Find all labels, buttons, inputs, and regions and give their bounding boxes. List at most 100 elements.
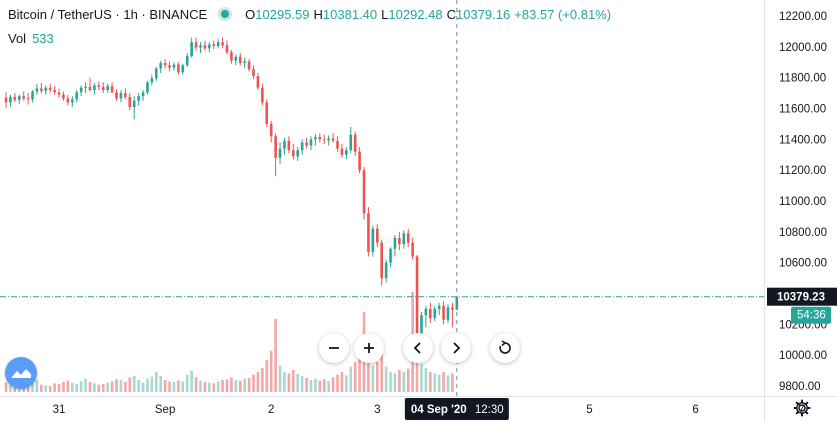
candle-body bbox=[261, 87, 264, 103]
volume-bar bbox=[115, 379, 118, 392]
volume-bar bbox=[124, 382, 127, 392]
candle-body bbox=[115, 92, 118, 99]
candle-body bbox=[124, 93, 127, 97]
volume-bar bbox=[433, 373, 437, 392]
candle-body bbox=[17, 96, 21, 101]
volume-bar bbox=[367, 335, 370, 392]
candle-body bbox=[71, 99, 74, 103]
candle-body bbox=[429, 308, 432, 319]
reset-chart-button[interactable] bbox=[490, 333, 520, 363]
volume-bar bbox=[296, 374, 300, 392]
candle-body bbox=[146, 82, 149, 93]
candle-body bbox=[331, 138, 335, 141]
volume-bar bbox=[358, 357, 361, 392]
volume-bar bbox=[132, 376, 136, 392]
volume-bar bbox=[181, 381, 185, 392]
tradingview-logo-icon bbox=[11, 369, 31, 378]
volume-bar bbox=[185, 374, 189, 392]
volume-bar bbox=[353, 362, 357, 392]
candle-body bbox=[411, 242, 414, 257]
current-price-label-bg bbox=[767, 287, 837, 306]
scroll-right-button[interactable] bbox=[441, 333, 471, 363]
volume-bar bbox=[287, 373, 291, 392]
settings-button[interactable] bbox=[792, 398, 812, 418]
zoom-in-button[interactable] bbox=[354, 333, 384, 363]
candle-body bbox=[340, 148, 344, 155]
volume-bar bbox=[238, 380, 242, 392]
volume-bar bbox=[190, 370, 193, 392]
volume-bar bbox=[420, 364, 423, 392]
candle-body bbox=[190, 42, 193, 57]
candle-body bbox=[31, 91, 34, 100]
volume-bar bbox=[234, 380, 238, 392]
candle-body bbox=[172, 64, 176, 68]
volume-bar bbox=[75, 384, 79, 392]
candle-body bbox=[128, 96, 132, 107]
price-tick-label: 11000.00 bbox=[779, 196, 826, 208]
volume-bar bbox=[203, 382, 207, 392]
time-tick-label: 5 bbox=[586, 404, 592, 416]
candle-body bbox=[101, 86, 105, 90]
time-tick-label: 6 bbox=[692, 404, 698, 416]
volume-bar bbox=[389, 372, 392, 392]
crosshair-time-bg bbox=[404, 398, 509, 420]
volume-bar bbox=[256, 372, 260, 392]
volume-bar bbox=[44, 385, 48, 392]
volume-bar bbox=[345, 375, 348, 392]
candle-body bbox=[300, 142, 304, 151]
volume-bar bbox=[26, 384, 30, 392]
candle-body bbox=[265, 102, 269, 124]
volume-bar bbox=[406, 368, 410, 392]
volume-bar bbox=[278, 365, 282, 392]
candle-body bbox=[13, 96, 17, 101]
volume-bar bbox=[208, 382, 211, 392]
candle-body bbox=[66, 98, 70, 103]
volume-bar bbox=[40, 384, 43, 392]
volume-bar bbox=[48, 386, 52, 392]
candle-body bbox=[336, 140, 339, 149]
zoom-in-icon bbox=[364, 343, 374, 353]
current-price-label: 10379.23 bbox=[777, 292, 825, 304]
candle-body bbox=[225, 45, 229, 53]
candle-body bbox=[318, 137, 322, 140]
candle-body bbox=[9, 96, 12, 103]
price-tick-label: 10800.00 bbox=[779, 227, 827, 239]
volume-bar bbox=[336, 374, 339, 392]
volume-bar bbox=[13, 386, 17, 392]
volume-bar bbox=[88, 382, 92, 392]
open-value: 10295.59 bbox=[255, 6, 310, 22]
symbol-title[interactable]: Bitcoin / TetherUS · 1h · BINANCE bbox=[8, 6, 208, 22]
scroll-right-icon bbox=[453, 342, 461, 354]
candle-body bbox=[451, 307, 454, 310]
candle-body bbox=[110, 86, 114, 93]
volume-bar bbox=[384, 366, 388, 392]
volume-bar bbox=[265, 360, 269, 392]
candle-body bbox=[35, 88, 39, 92]
candle-body bbox=[185, 56, 189, 66]
volume-bar bbox=[243, 378, 246, 392]
zoom-out-button[interactable] bbox=[319, 333, 349, 363]
candle-body bbox=[393, 238, 397, 249]
volume-bar bbox=[154, 372, 158, 392]
reset-icon bbox=[499, 340, 511, 354]
scroll-left-button[interactable] bbox=[403, 333, 433, 363]
volume-bar bbox=[199, 380, 202, 392]
volume-bar bbox=[398, 370, 401, 392]
volume-label: Vol bbox=[8, 31, 27, 46]
candle-body bbox=[159, 63, 162, 69]
volume-value: 533 bbox=[32, 31, 54, 46]
time-tick-label: Sep bbox=[155, 404, 175, 416]
volume-bar bbox=[300, 376, 304, 392]
countdown-label-bg bbox=[791, 306, 831, 324]
candle-body bbox=[402, 233, 406, 245]
volume-bar bbox=[150, 376, 154, 392]
volume-bar bbox=[97, 384, 101, 392]
tradingview-logo[interactable] bbox=[5, 357, 37, 389]
volume-bar bbox=[380, 348, 383, 392]
time-tick-label: 7 bbox=[798, 404, 804, 416]
gear-icon bbox=[793, 399, 811, 417]
countdown-label: 54:36 bbox=[797, 310, 826, 322]
volume-bar bbox=[274, 318, 277, 392]
